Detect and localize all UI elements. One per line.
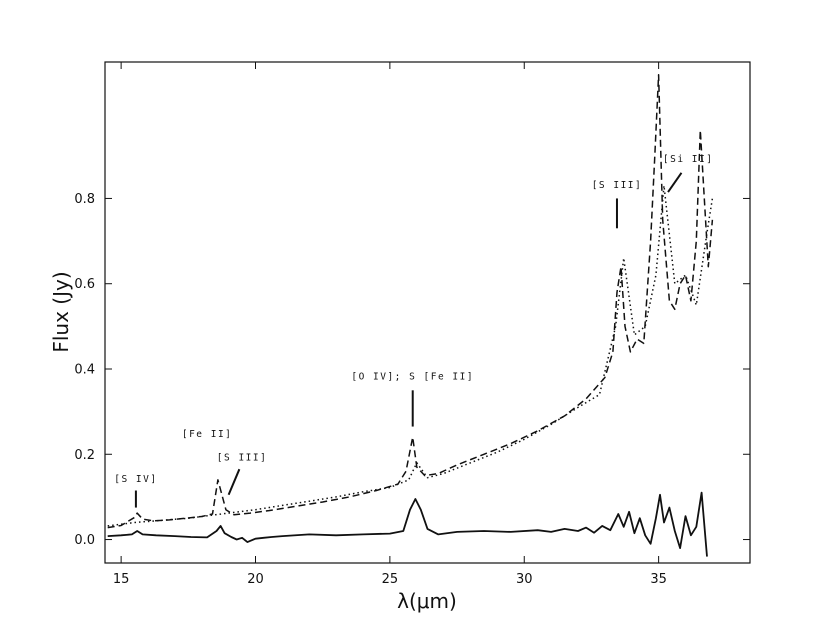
x-tick-label: 30 <box>516 572 533 587</box>
line-label-pointer <box>667 172 683 193</box>
x-tick-label: 20 <box>247 572 264 587</box>
annotations: [S IV] [Fe II] [S III] [O IV]; S [Fe II] [S … <box>114 154 714 508</box>
series-line-dashed <box>107 74 714 529</box>
series-line-solid <box>107 491 708 557</box>
y-axis: 0.0 0.2 0.4 0.6 0.8 <box>74 192 750 548</box>
line-label-pointer <box>227 468 241 496</box>
y-tick-label: 0.2 <box>74 448 95 463</box>
y-axis-label: Flux (Jy) <box>49 271 73 352</box>
x-tick-label: 35 <box>650 572 667 587</box>
series-layer <box>107 74 714 557</box>
x-tick-label: 25 <box>382 572 399 587</box>
x-axis: 15 20 25 30 35 <box>113 62 667 587</box>
line-label: [S III] <box>217 453 268 464</box>
series-line-dotted <box>107 184 714 527</box>
y-tick-label: 0.6 <box>74 277 95 292</box>
line-label: [S IV] <box>114 474 157 485</box>
x-tick-label: 15 <box>113 572 130 587</box>
line-label: [O IV]; S [Fe II] <box>351 372 474 383</box>
plot-frame <box>104 61 751 564</box>
line-label: [S III] <box>592 180 643 191</box>
x-axis-label: λ(μm) <box>397 589 457 613</box>
line-label: [Si II] <box>663 154 714 165</box>
y-tick-label: 0.8 <box>74 192 95 207</box>
line-label: [Fe II] <box>182 429 233 440</box>
y-tick-label: 0.0 <box>74 533 95 548</box>
y-tick-label: 0.4 <box>74 362 95 377</box>
